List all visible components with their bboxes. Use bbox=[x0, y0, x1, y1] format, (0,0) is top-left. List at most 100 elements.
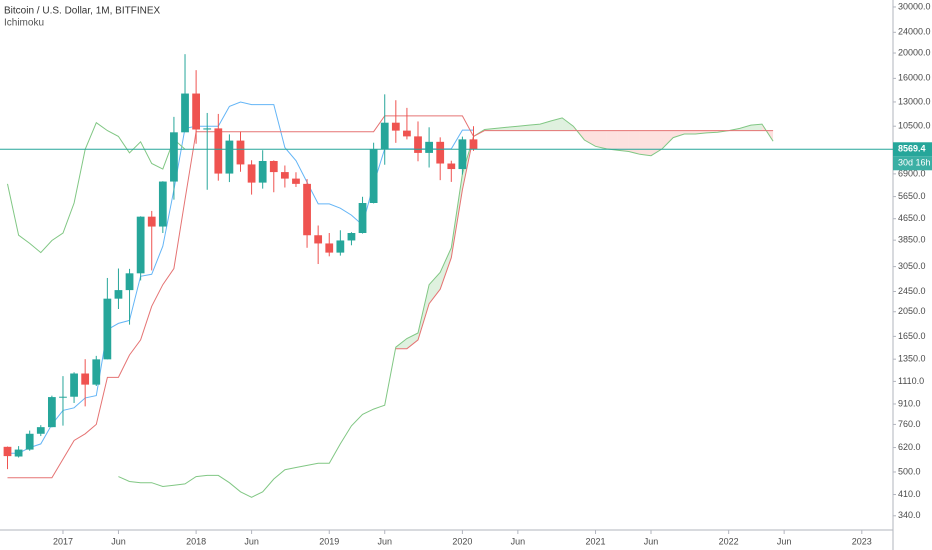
candle-body bbox=[303, 183, 311, 236]
candle-body bbox=[391, 122, 400, 131]
x-tick-label: Jun bbox=[644, 536, 659, 546]
candle-body bbox=[436, 141, 445, 164]
candle-body bbox=[347, 233, 356, 241]
candle-body bbox=[103, 298, 112, 360]
cloud bbox=[595, 130, 607, 149]
candle-body bbox=[403, 130, 411, 137]
candle-body bbox=[114, 290, 123, 299]
candle-body bbox=[236, 140, 245, 165]
cloud bbox=[750, 124, 762, 131]
y-tick-label: 3850.0 bbox=[898, 235, 926, 245]
cloud bbox=[429, 272, 441, 304]
y-tick-label: 3050.0 bbox=[898, 261, 926, 271]
y-tick-label: 1110.0 bbox=[898, 376, 924, 386]
y-tick-label: 2050.0 bbox=[898, 306, 926, 316]
cloud bbox=[584, 130, 596, 147]
candle-body bbox=[36, 427, 45, 434]
y-tick-label: 1650.0 bbox=[898, 331, 926, 341]
candle-body bbox=[325, 243, 334, 253]
candle-body bbox=[181, 93, 189, 133]
x-tick-label: 2023 bbox=[852, 536, 872, 546]
price-label: 8569.4 bbox=[898, 144, 926, 154]
candle-body bbox=[3, 446, 12, 457]
candle-body bbox=[136, 216, 145, 274]
cloud bbox=[562, 117, 574, 131]
y-tick-label: 2450.0 bbox=[898, 286, 926, 296]
candle-body bbox=[25, 433, 34, 450]
cloud bbox=[517, 125, 529, 131]
candle-body bbox=[425, 141, 433, 153]
y-tick-label: 410.0 bbox=[898, 489, 921, 499]
candle-body bbox=[158, 181, 167, 227]
y-tick-label: 4650.0 bbox=[898, 213, 926, 223]
candle-body bbox=[125, 273, 134, 291]
price-label-bg bbox=[893, 142, 932, 157]
cloud bbox=[551, 117, 563, 131]
x-tick-label: Jun bbox=[777, 536, 792, 546]
y-tick-label: 20000.0 bbox=[898, 47, 931, 57]
candle-body bbox=[59, 396, 67, 398]
cloud bbox=[440, 247, 452, 290]
cloud bbox=[639, 130, 652, 156]
y-tick-label: 30000.0 bbox=[898, 1, 931, 11]
cloud bbox=[406, 332, 419, 349]
x-tick-label: Jun bbox=[377, 536, 392, 546]
x-tick-label: 2018 bbox=[186, 536, 206, 546]
candle-body bbox=[81, 373, 90, 385]
y-tick-label: 620.0 bbox=[898, 442, 921, 452]
y-tick-label: 13000.0 bbox=[898, 96, 931, 106]
candle-body bbox=[92, 359, 101, 385]
x-tick-label: 2021 bbox=[586, 536, 606, 546]
cloud bbox=[662, 130, 674, 149]
cloud bbox=[695, 130, 707, 135]
candle-body bbox=[247, 164, 256, 183]
candle-body bbox=[336, 240, 345, 253]
ichimoku-line bbox=[7, 121, 186, 254]
cloud bbox=[606, 130, 618, 151]
cloud bbox=[628, 130, 640, 155]
x-tick-label: 2020 bbox=[452, 536, 472, 546]
candle-body bbox=[469, 139, 478, 150]
candle-body bbox=[314, 235, 323, 244]
y-tick-label: 1350.0 bbox=[898, 354, 926, 364]
x-tick-label: Jun bbox=[511, 536, 526, 546]
y-tick-label: 760.0 bbox=[898, 419, 921, 429]
candle-body bbox=[414, 136, 422, 153]
y-tick-label: 10500.0 bbox=[898, 121, 931, 131]
candle-body bbox=[447, 163, 456, 170]
candle-body bbox=[14, 449, 23, 457]
x-tick-label: 2022 bbox=[719, 536, 739, 546]
candle-body bbox=[70, 373, 78, 397]
candle-body bbox=[369, 149, 378, 203]
candle-body bbox=[225, 140, 234, 174]
leading-span-a bbox=[118, 117, 774, 498]
candle-body bbox=[47, 397, 56, 428]
x-tick-label: Jun bbox=[111, 536, 126, 546]
cloud bbox=[617, 130, 629, 152]
cloud bbox=[684, 130, 696, 135]
cloud bbox=[673, 130, 685, 138]
countdown-bg bbox=[893, 156, 932, 171]
candle-body bbox=[292, 178, 300, 184]
countdown: 30d 16h bbox=[898, 158, 931, 168]
x-tick-label: Jun bbox=[244, 536, 259, 546]
candle-body bbox=[380, 122, 389, 150]
candle-body bbox=[192, 93, 200, 130]
candle-body bbox=[258, 160, 267, 183]
candle-body bbox=[214, 128, 223, 174]
y-tick-label: 500.0 bbox=[898, 466, 921, 476]
candle-body bbox=[358, 202, 367, 234]
y-tick-label: 6900.0 bbox=[898, 168, 926, 178]
y-tick-label: 24000.0 bbox=[898, 27, 931, 37]
x-tick-label: 2017 bbox=[53, 536, 73, 546]
cloud bbox=[528, 124, 541, 131]
y-tick-label: 16000.0 bbox=[898, 73, 931, 83]
candle-body bbox=[170, 132, 178, 182]
candle-body bbox=[147, 216, 156, 227]
y-tick-label: 340.0 bbox=[898, 510, 921, 520]
candle-body bbox=[458, 139, 467, 170]
x-tick-label: 2019 bbox=[319, 536, 339, 546]
indicator-name: Ichimoku bbox=[4, 18, 44, 29]
